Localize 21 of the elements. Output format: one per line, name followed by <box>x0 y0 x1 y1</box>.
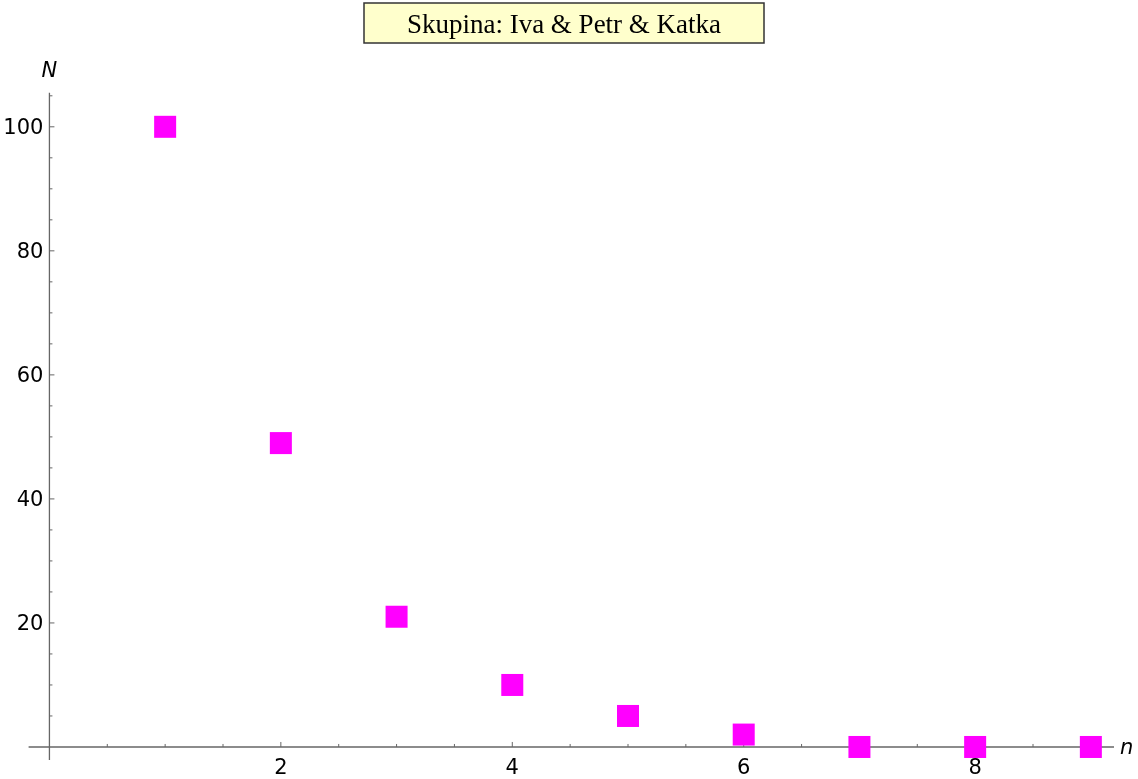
y-tick-label: 80 <box>16 239 44 264</box>
y-axis-title: N <box>41 58 58 82</box>
x-axis-title: n <box>1120 734 1134 759</box>
x-tick-label: 4 <box>505 754 519 779</box>
point <box>1079 735 1102 758</box>
point <box>848 735 871 758</box>
point <box>964 735 987 758</box>
point <box>732 723 755 746</box>
x-tick-label: 8 <box>968 754 982 779</box>
y-tick-label: 20 <box>16 611 44 636</box>
x-tick-label: 6 <box>737 754 751 779</box>
point <box>154 115 177 138</box>
y-tick-label: 100 <box>3 115 44 140</box>
point <box>269 432 292 455</box>
point <box>617 704 639 727</box>
y-tick-label: 40 <box>16 487 44 512</box>
y-tick-label: 60 <box>16 363 44 388</box>
point <box>385 605 408 628</box>
chart-title: Skupina: Iva & Petr & Katka <box>406 9 722 39</box>
x-tick-label: 2 <box>274 754 288 779</box>
point <box>501 673 524 696</box>
